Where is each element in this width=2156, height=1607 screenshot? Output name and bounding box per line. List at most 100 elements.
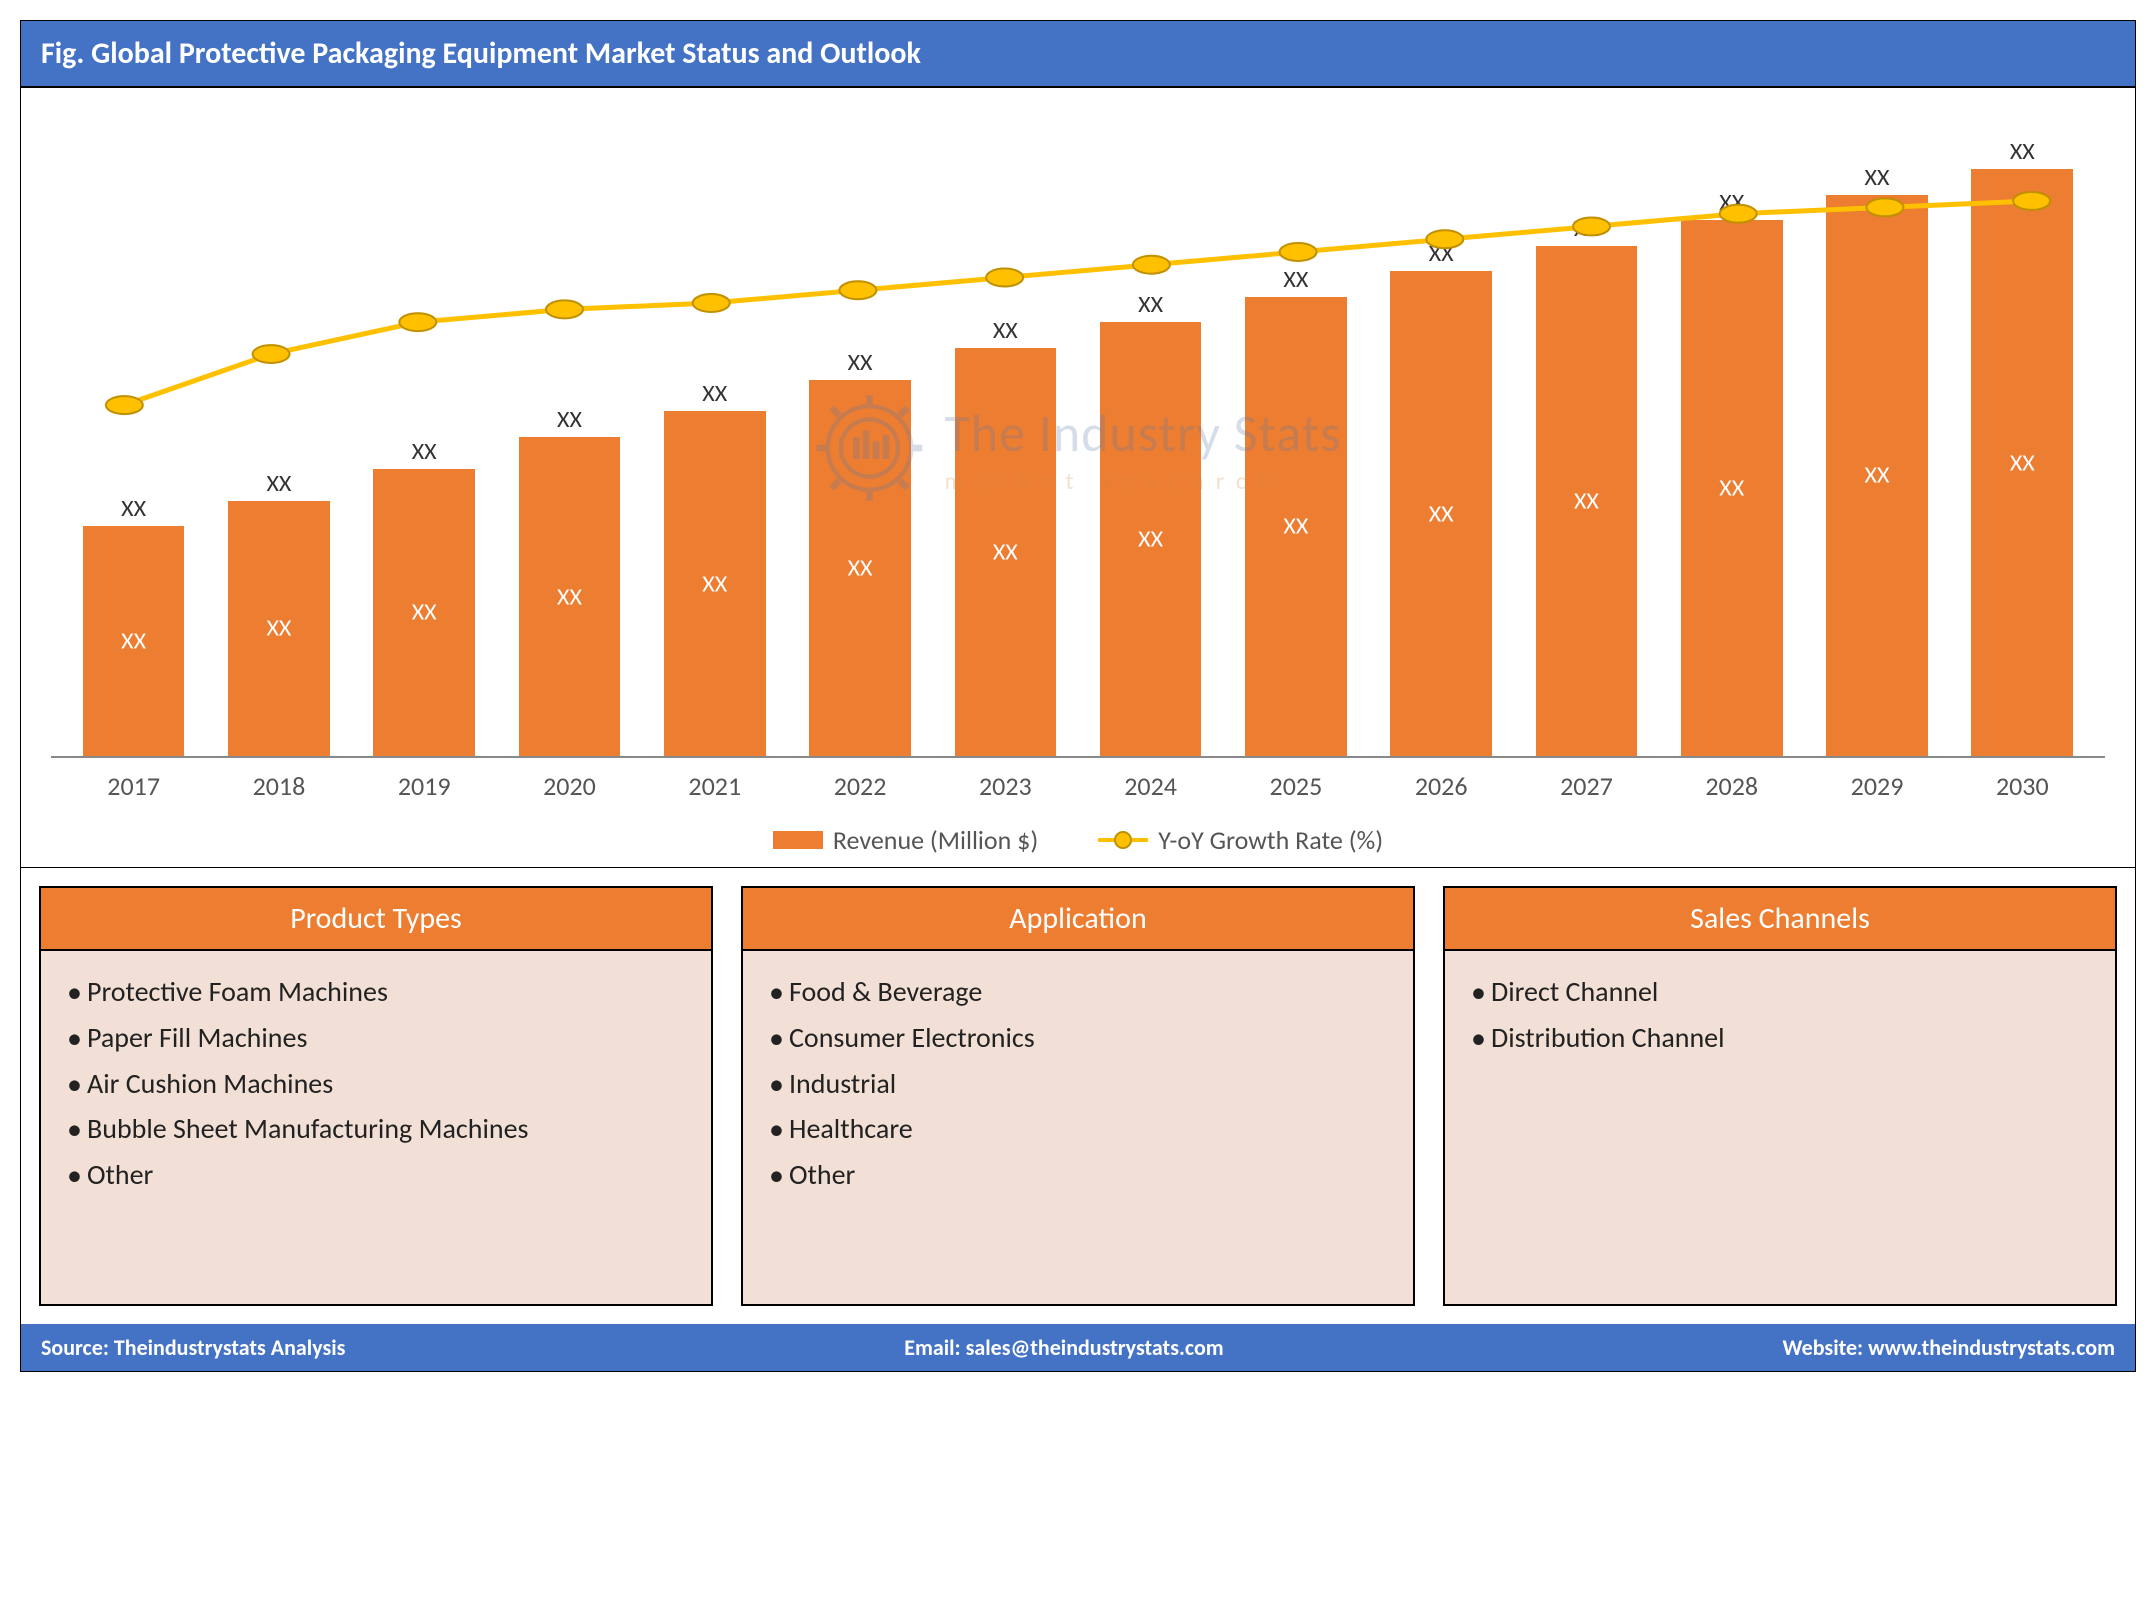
bar: XXXX: [228, 501, 330, 756]
bar-group: XX XX: [61, 118, 206, 756]
category-panel: Product TypesProtective Foam MachinesPap…: [39, 886, 713, 1306]
category-panel: ApplicationFood & BeverageConsumer Elect…: [741, 886, 1415, 1306]
bar: XXXX: [373, 469, 475, 756]
bar: XXXX: [519, 437, 621, 756]
footer-website-value: www.theindustrystats.com: [1868, 1334, 2115, 1361]
report-figure: Fig. Global Protective Packaging Equipme…: [20, 20, 2136, 1372]
bar-group: XX XX: [1950, 118, 2095, 756]
list-item: Consumer Electronics: [769, 1015, 1387, 1061]
legend-revenue: Revenue (Million $): [773, 824, 1038, 856]
list-item: Bubble Sheet Manufacturing Machines: [67, 1106, 685, 1152]
bar-top-label: XX: [2010, 137, 2035, 166]
x-tick-label: 2019: [352, 770, 497, 802]
x-tick-label: 2030: [1950, 770, 2095, 802]
bar-inner-label: XX: [412, 598, 437, 627]
bar-group: XXXX: [1514, 118, 1659, 756]
x-tick-label: 2022: [787, 770, 932, 802]
bar-inner-label: XX: [993, 537, 1018, 566]
bar-group: XX XX: [497, 118, 642, 756]
category-panels-row: Product TypesProtective Foam MachinesPap…: [21, 868, 2135, 1324]
bar-group: XX XX: [1078, 118, 1223, 756]
bar-inner-label: XX: [1138, 525, 1163, 554]
bar-group: XX XX: [642, 118, 787, 756]
x-tick-label: 2029: [1804, 770, 1949, 802]
x-tick-label: 2027: [1514, 770, 1659, 802]
bar-top-label: XX: [1719, 188, 1744, 217]
panel-body: Food & BeverageConsumer ElectronicsIndus…: [743, 951, 1413, 1304]
bar-series: XX XX XX XX XX XX XX XX XX XX XX XX XX XX XX XX XX XX XX XX…: [51, 118, 2105, 756]
x-tick-label: 2028: [1659, 770, 1804, 802]
bar: XXXX: [1100, 322, 1202, 756]
bar-top-label: XX: [1429, 239, 1454, 268]
bar-group: XX XX: [1369, 118, 1514, 756]
list-item: Healthcare: [769, 1106, 1387, 1152]
bar-top-label: XX: [1138, 290, 1163, 319]
chart-plot: XX XX XX XX XX XX XX XX XX XX XX XX XX XX XX XX XX XX XX XX…: [51, 118, 2105, 758]
bar-inner-label: XX: [1429, 499, 1454, 528]
x-tick-label: 2021: [642, 770, 787, 802]
bar-group: XXXX: [1804, 118, 1949, 756]
bar: XXXX: [1390, 271, 1492, 756]
bar-top-label: XX: [702, 379, 727, 408]
bar-group: XX XX: [1659, 118, 1804, 756]
bar-inner-label: XX: [702, 569, 727, 598]
legend-revenue-label: Revenue (Million $): [833, 824, 1038, 856]
list-item: Direct Channel: [1471, 969, 2089, 1015]
bar-group: XX XX: [352, 118, 497, 756]
bar-top-label: XX: [557, 405, 582, 434]
bar: XXXX: [1826, 195, 1928, 756]
x-tick-label: 2017: [61, 770, 206, 802]
bar-top-label: XX: [1283, 265, 1308, 294]
legend-swatch-line: [1098, 831, 1148, 849]
panel-header: Application: [743, 888, 1413, 951]
list-item: Industrial: [769, 1061, 1387, 1107]
bar-inner-label: XX: [1574, 486, 1599, 515]
bar-top-label: XX: [121, 494, 146, 523]
footer-email-value: sales@theindustrystats.com: [966, 1334, 1224, 1361]
bar: XXXX: [955, 348, 1057, 756]
legend-growth: Y-oY Growth Rate (%): [1098, 824, 1383, 856]
x-tick-label: 2024: [1078, 770, 1223, 802]
bar-top-label: XX: [412, 437, 437, 466]
bar-top-label: XX: [848, 348, 873, 377]
footer-email-label: Email:: [904, 1334, 960, 1361]
bar: XXXX: [664, 411, 766, 756]
list-item: Other: [67, 1152, 685, 1198]
bar: XXXX: [1536, 246, 1638, 756]
bar-inner-label: XX: [557, 582, 582, 611]
bar: XXXX: [1245, 297, 1347, 756]
bar-top-label: XX: [993, 316, 1018, 345]
footer-email: Email: sales@theindustrystats.com: [904, 1334, 1223, 1361]
list-item: Other: [769, 1152, 1387, 1198]
bar-inner-label: XX: [2010, 448, 2035, 477]
list-item: Food & Beverage: [769, 969, 1387, 1015]
panel-header: Product Types: [41, 888, 711, 951]
chart-legend: Revenue (Million $) Y-oY Growth Rate (%): [51, 802, 2105, 878]
x-tick-label: 2018: [206, 770, 351, 802]
bar-group: XXXX: [787, 118, 932, 756]
panel-body: Direct ChannelDistribution Channel: [1445, 951, 2115, 1304]
panel-body: Protective Foam MachinesPaper Fill Machi…: [41, 951, 711, 1304]
panel-header: Sales Channels: [1445, 888, 2115, 951]
chart-area: XX XX XX XX XX XX XX XX XX XX XX XX XX XX XX XX XX XX XX XX…: [21, 88, 2135, 868]
bar-inner-label: XX: [1719, 474, 1744, 503]
footer-website: Website: www.theindustrystats.com: [1783, 1334, 2115, 1361]
footer-source-label: Source:: [41, 1334, 109, 1361]
x-tick-label: 2020: [497, 770, 642, 802]
category-panel: Sales ChannelsDirect ChannelDistribution…: [1443, 886, 2117, 1306]
x-axis-labels: 2017201820192020202120222023202420252026…: [51, 758, 2105, 802]
x-tick-label: 2026: [1369, 770, 1514, 802]
footer-bar: Source: Theindustrystats Analysis Email:…: [21, 1324, 2135, 1371]
bar-group: XXXX: [206, 118, 351, 756]
list-item: Distribution Channel: [1471, 1015, 2089, 1061]
legend-growth-label: Y-oY Growth Rate (%): [1158, 824, 1383, 856]
list-item: Air Cushion Machines: [67, 1061, 685, 1107]
legend-swatch-bar: [773, 831, 823, 849]
bar-inner-label: XX: [121, 627, 146, 656]
bar-inner-label: XX: [1283, 512, 1308, 541]
bar: XXXX: [809, 380, 911, 756]
bar-top-label: XX: [1865, 163, 1890, 192]
footer-website-label: Website:: [1783, 1334, 1864, 1361]
figure-title: Fig. Global Protective Packaging Equipme…: [21, 21, 2135, 88]
bar-top-label: XX: [266, 469, 291, 498]
